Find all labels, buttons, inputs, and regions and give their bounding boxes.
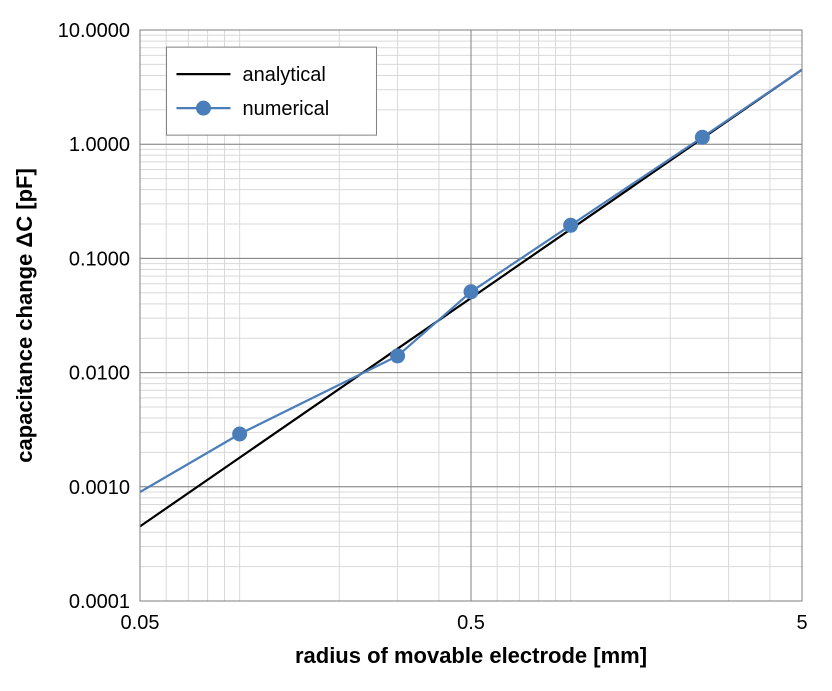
y-tick-label: 0.0001	[69, 591, 130, 613]
legend-label-numerical: numerical	[242, 98, 329, 120]
y-tick-label: 0.0100	[69, 363, 130, 385]
series-marker-numerical	[564, 218, 578, 232]
legend: analytical numerical	[166, 47, 376, 135]
x-tick-label: 0.5	[457, 612, 485, 634]
y-axis-label: capacitance change ΔC [pF]	[12, 168, 37, 463]
x-tick-label: 5	[796, 612, 807, 634]
series-marker-numerical	[464, 285, 478, 299]
y-tick-label: 1.0000	[69, 134, 130, 156]
x-tick-label: 0.05	[121, 612, 160, 634]
legend-label-analytical: analytical	[242, 64, 325, 86]
y-tick-label: 10.0000	[58, 20, 130, 42]
chart-container: 0.05 0.5 5 0.0001 0.0010 0.0100 0.1000 1.0000 10…	[0, 0, 832, 691]
chart-svg: 0.05 0.5 5 0.0001 0.0010 0.0100 0.1000 1.0000 10…	[0, 0, 832, 691]
y-tick-label: 0.0010	[69, 477, 130, 499]
series-marker-numerical	[695, 130, 709, 144]
x-axis-label: radius of movable electrode [mm]	[295, 643, 647, 668]
series-marker-numerical	[391, 349, 405, 363]
series-marker-numerical	[233, 427, 247, 441]
y-tick-label: 0.1000	[69, 248, 130, 270]
